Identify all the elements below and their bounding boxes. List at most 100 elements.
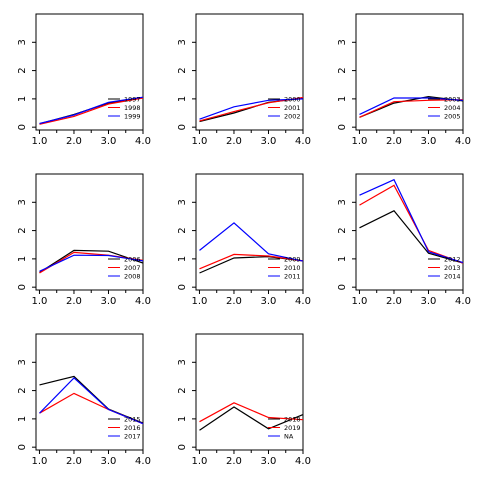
x-tick-label: 2.0	[226, 296, 242, 307]
x-tick-label: 4.0	[135, 456, 151, 467]
legend-label-2000: 2000	[284, 95, 301, 103]
y-tick-label: 1	[17, 416, 28, 422]
y-tick-label: 0	[337, 124, 348, 130]
series-line-2010	[199, 253, 304, 270]
x-tick-label: 4.0	[295, 456, 311, 467]
panel-frame	[195, 333, 304, 451]
legend-label-2006: 2006	[124, 255, 141, 263]
legend-label-2014: 2014	[444, 272, 461, 280]
legend-label-2018: 2018	[284, 415, 301, 423]
y-tick-label: 2	[177, 227, 188, 233]
legend-label-2019: 2019	[284, 424, 301, 432]
legend-label-2004: 2004	[444, 104, 461, 112]
legend-label-2016: 2016	[124, 424, 141, 432]
x-tick-label: 1.0	[351, 296, 367, 307]
legend-label-2017: 2017	[124, 432, 141, 440]
legend-label-2009: 2009	[284, 255, 301, 263]
y-tick-label: 3	[337, 39, 348, 45]
legend-label-1999: 1999	[124, 112, 141, 120]
y-tick-label: 1	[17, 96, 28, 102]
y-tick-label: 3	[17, 39, 28, 45]
x-tick-label: 1.0	[191, 456, 207, 467]
x-tick-label: 3.0	[261, 296, 277, 307]
x-tick-label: 1.0	[191, 296, 207, 307]
y-tick-label: 1	[337, 96, 348, 102]
series-line-2002	[199, 98, 304, 120]
legend-label-2008: 2008	[124, 272, 141, 280]
x-tick-label: 1.0	[31, 456, 47, 467]
y-tick-label: 1	[177, 416, 188, 422]
y-tick-label: 0	[337, 284, 348, 290]
y-tick-label: 0	[177, 284, 188, 290]
x-tick-label: 4.0	[135, 296, 151, 307]
x-tick-label: 4.0	[295, 296, 311, 307]
legend-label-2005: 2005	[444, 112, 461, 120]
series-line-2008	[39, 254, 144, 272]
x-tick-label: 3.0	[101, 296, 117, 307]
y-tick-label: 1	[17, 256, 28, 262]
legend-label-2015: 2015	[124, 415, 141, 423]
series-line-2012	[359, 210, 464, 264]
x-tick-label: 3.0	[421, 136, 437, 147]
panel-frame	[355, 173, 464, 291]
x-tick-label: 2.0	[386, 296, 402, 307]
legend-label-2013: 2013	[444, 264, 461, 272]
series-line-2017	[39, 377, 144, 425]
x-tick-label: 3.0	[101, 136, 117, 147]
series-line-2011	[199, 222, 304, 262]
series-line-1998	[39, 97, 144, 125]
y-tick-label: 3	[17, 359, 28, 365]
y-tick-label: 2	[17, 387, 28, 393]
y-tick-label: 0	[17, 444, 28, 450]
x-tick-label: 2.0	[226, 136, 242, 147]
y-tick-label: 3	[177, 359, 188, 365]
x-tick-label: 4.0	[455, 136, 471, 147]
series-line-2013	[359, 184, 464, 264]
x-tick-label: 3.0	[261, 136, 277, 147]
panel-frame	[195, 173, 304, 291]
legend-label-2001: 2001	[284, 104, 301, 112]
y-tick-label: 2	[337, 227, 348, 233]
y-tick-label: 0	[17, 284, 28, 290]
x-tick-label: 1.0	[31, 296, 47, 307]
y-tick-label: 3	[177, 39, 188, 45]
y-tick-label: 1	[177, 96, 188, 102]
x-tick-label: 4.0	[135, 136, 151, 147]
y-tick-label: 0	[177, 444, 188, 450]
series-line-1999	[39, 96, 144, 125]
x-tick-label: 1.0	[191, 136, 207, 147]
y-tick-label: 3	[17, 199, 28, 205]
panel-frame	[355, 13, 464, 131]
series-line-2004	[359, 99, 464, 118]
y-tick-label: 3	[177, 199, 188, 205]
y-tick-label: 0	[177, 124, 188, 130]
x-tick-label: 3.0	[261, 456, 277, 467]
x-tick-label: 4.0	[295, 136, 311, 147]
panel-frame	[35, 13, 144, 131]
x-tick-label: 1.0	[351, 136, 367, 147]
y-tick-label: 2	[17, 227, 28, 233]
x-tick-label: 4.0	[455, 296, 471, 307]
y-tick-label: 0	[17, 124, 28, 130]
x-tick-label: 1.0	[31, 136, 47, 147]
legend-label-1998: 1998	[124, 104, 141, 112]
legend-label-2012: 2012	[444, 255, 461, 263]
series-line-2005	[359, 97, 464, 115]
series-line-2018	[199, 406, 304, 431]
y-tick-label: 2	[177, 67, 188, 73]
x-tick-label: 3.0	[101, 456, 117, 467]
x-tick-label: 2.0	[66, 136, 82, 147]
legend-label-2003: 2003	[444, 95, 461, 103]
legend-label-2002: 2002	[284, 112, 301, 120]
panel-frame	[35, 173, 144, 291]
y-tick-label: 3	[337, 199, 348, 205]
series-line-2019	[199, 402, 304, 423]
x-tick-label: 2.0	[386, 136, 402, 147]
y-tick-label: 2	[177, 387, 188, 393]
